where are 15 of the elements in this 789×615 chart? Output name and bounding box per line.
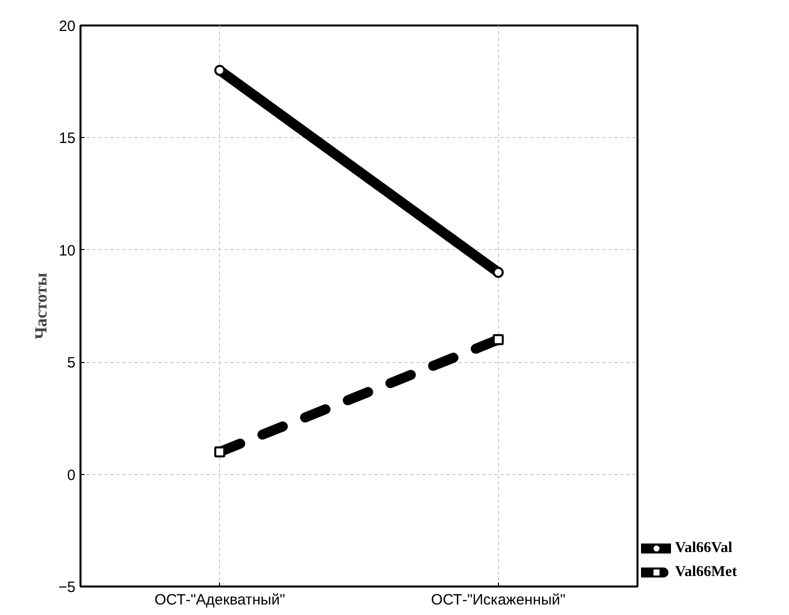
point bbox=[492, 334, 504, 346]
y-tick-label: 15 bbox=[58, 130, 76, 148]
y-tick-label: 20 bbox=[58, 18, 76, 35]
legend-label: Val66Val bbox=[675, 540, 732, 556]
y-tick-label: 0 bbox=[67, 466, 76, 484]
y-tick-label: −5 bbox=[58, 579, 76, 596]
x-tick-label: ОСТ-"Адекватный" bbox=[154, 592, 286, 608]
y-tick-label: 5 bbox=[67, 354, 76, 372]
y-axis-title: Частоты bbox=[31, 272, 50, 340]
point bbox=[492, 266, 504, 278]
point bbox=[214, 64, 226, 76]
legend-label: Val66Met bbox=[675, 564, 737, 580]
x-tick-label: ОСТ-"Искаженный" bbox=[431, 592, 566, 608]
point bbox=[214, 446, 226, 458]
y-tick-label: 10 bbox=[58, 242, 76, 260]
